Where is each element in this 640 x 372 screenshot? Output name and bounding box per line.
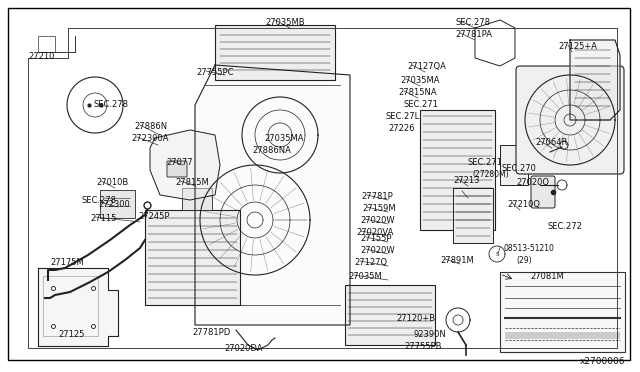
Text: 27226: 27226 xyxy=(388,124,415,133)
Text: SEC.271: SEC.271 xyxy=(468,158,503,167)
Text: 27159M: 27159M xyxy=(362,204,396,213)
Text: 27891M: 27891M xyxy=(440,256,474,265)
Text: 27210Q: 27210Q xyxy=(507,200,540,209)
Text: 27020W: 27020W xyxy=(360,246,395,255)
FancyBboxPatch shape xyxy=(167,161,187,177)
Text: 27035MA: 27035MA xyxy=(264,134,303,143)
Text: 27020Q: 27020Q xyxy=(516,178,549,187)
Text: 27125: 27125 xyxy=(58,330,84,339)
Bar xyxy=(500,145,528,185)
Text: 27127QA: 27127QA xyxy=(407,62,446,71)
Text: 27755PC: 27755PC xyxy=(196,68,234,77)
Text: 27035MB: 27035MB xyxy=(265,18,305,27)
Text: SEC.270: SEC.270 xyxy=(502,164,537,173)
Bar xyxy=(453,188,493,243)
Text: 27781P: 27781P xyxy=(361,192,393,201)
Bar xyxy=(505,332,620,339)
Text: 27064R: 27064R xyxy=(535,138,568,147)
FancyBboxPatch shape xyxy=(531,176,555,208)
Text: SEC.272: SEC.272 xyxy=(547,222,582,231)
Text: 27035M: 27035M xyxy=(348,272,381,281)
Bar xyxy=(420,110,495,230)
Text: 27020VA: 27020VA xyxy=(356,228,394,237)
Text: 27781PD: 27781PD xyxy=(192,328,230,337)
Polygon shape xyxy=(38,268,118,346)
Polygon shape xyxy=(195,65,350,325)
Text: 27815NA: 27815NA xyxy=(398,88,436,97)
Text: 272300A: 272300A xyxy=(131,134,168,143)
Text: 27210: 27210 xyxy=(28,52,54,61)
Text: 27035MA: 27035MA xyxy=(400,76,440,85)
Text: 27020DA: 27020DA xyxy=(224,344,262,353)
Text: 27020W: 27020W xyxy=(360,216,395,225)
Text: 27081M: 27081M xyxy=(530,272,564,281)
Text: SEC.278: SEC.278 xyxy=(82,196,117,205)
Text: 27886NA: 27886NA xyxy=(252,146,291,155)
Text: 27886N: 27886N xyxy=(134,122,167,131)
Text: 27115: 27115 xyxy=(90,214,116,223)
Bar xyxy=(215,25,335,80)
Polygon shape xyxy=(150,130,220,200)
Text: 27010B: 27010B xyxy=(96,178,128,187)
Text: 27155P: 27155P xyxy=(360,234,392,243)
Text: SEC.278: SEC.278 xyxy=(455,18,490,27)
Text: 27077: 27077 xyxy=(166,158,193,167)
Bar xyxy=(100,190,135,218)
FancyBboxPatch shape xyxy=(516,66,624,174)
Text: 27781PA: 27781PA xyxy=(455,30,492,39)
Text: S: S xyxy=(495,251,499,257)
Text: (29): (29) xyxy=(516,256,532,265)
Bar xyxy=(43,276,98,336)
Text: 27755PB: 27755PB xyxy=(404,342,442,351)
Text: 92390N: 92390N xyxy=(414,330,447,339)
Text: 27245P: 27245P xyxy=(138,212,170,221)
Text: 27815M: 27815M xyxy=(175,178,209,187)
Bar xyxy=(182,188,212,210)
Bar xyxy=(345,285,435,345)
Text: 08513-51210: 08513-51210 xyxy=(503,244,554,253)
Bar xyxy=(500,272,625,352)
Text: 27125+A: 27125+A xyxy=(558,42,597,51)
Bar xyxy=(145,210,240,305)
Text: SEC.278: SEC.278 xyxy=(94,100,129,109)
Polygon shape xyxy=(570,40,620,120)
Text: 27213: 27213 xyxy=(453,176,479,185)
Text: 27120+B: 27120+B xyxy=(396,314,435,323)
Text: (27280M): (27280M) xyxy=(472,170,509,179)
Text: SEC.271: SEC.271 xyxy=(404,100,439,109)
Text: 27127Q: 27127Q xyxy=(354,258,387,267)
Text: x2700006: x2700006 xyxy=(580,357,625,366)
Text: SEC.27L: SEC.27L xyxy=(385,112,419,121)
Text: 272300: 272300 xyxy=(98,200,130,209)
Text: 27175M: 27175M xyxy=(50,258,84,267)
